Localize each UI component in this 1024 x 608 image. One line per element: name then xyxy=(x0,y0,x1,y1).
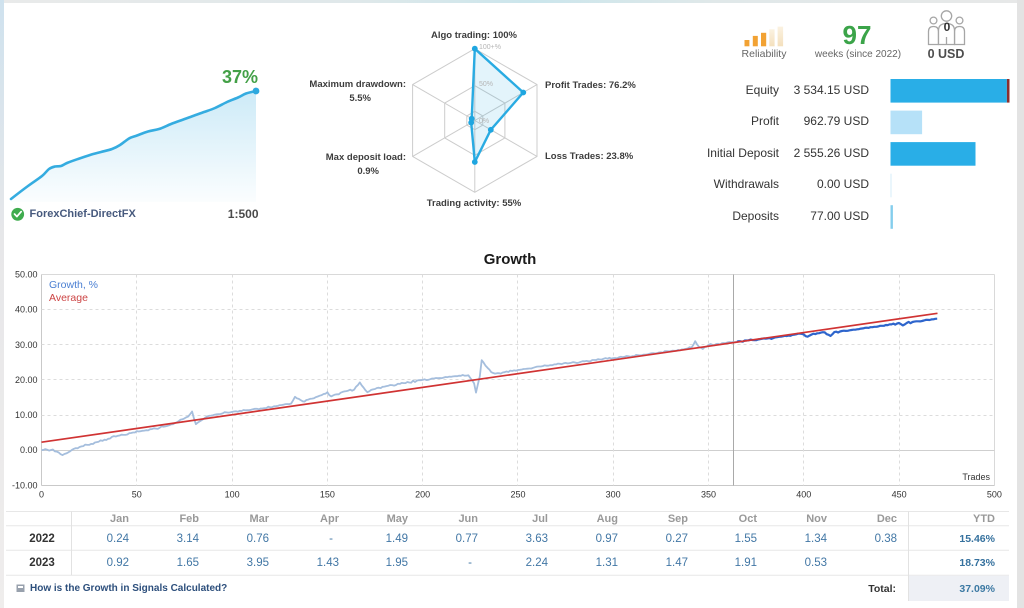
svg-text:Trades: Trades xyxy=(962,472,990,482)
svg-text:350: 350 xyxy=(701,490,716,500)
svg-text:10.00: 10.00 xyxy=(15,410,38,420)
svg-text:40.00: 40.00 xyxy=(15,305,38,315)
svg-text:0.00: 0.00 xyxy=(20,445,38,455)
svg-text:200: 200 xyxy=(415,490,430,500)
svg-text:100: 100 xyxy=(225,490,240,500)
svg-text:-10.00: -10.00 xyxy=(12,480,38,490)
svg-text:0: 0 xyxy=(39,490,44,500)
svg-text:30.00: 30.00 xyxy=(15,340,38,350)
svg-text:50: 50 xyxy=(132,490,142,500)
svg-text:Growth, %: Growth, % xyxy=(49,279,98,291)
svg-text:450: 450 xyxy=(892,490,907,500)
svg-text:300: 300 xyxy=(606,490,621,500)
svg-text:250: 250 xyxy=(510,490,525,500)
svg-text:Average: Average xyxy=(49,292,88,304)
svg-text:150: 150 xyxy=(320,490,335,500)
svg-text:50.00: 50.00 xyxy=(15,269,38,279)
svg-text:20.00: 20.00 xyxy=(15,375,38,385)
svg-text:500: 500 xyxy=(987,490,1002,500)
svg-text:400: 400 xyxy=(796,490,811,500)
